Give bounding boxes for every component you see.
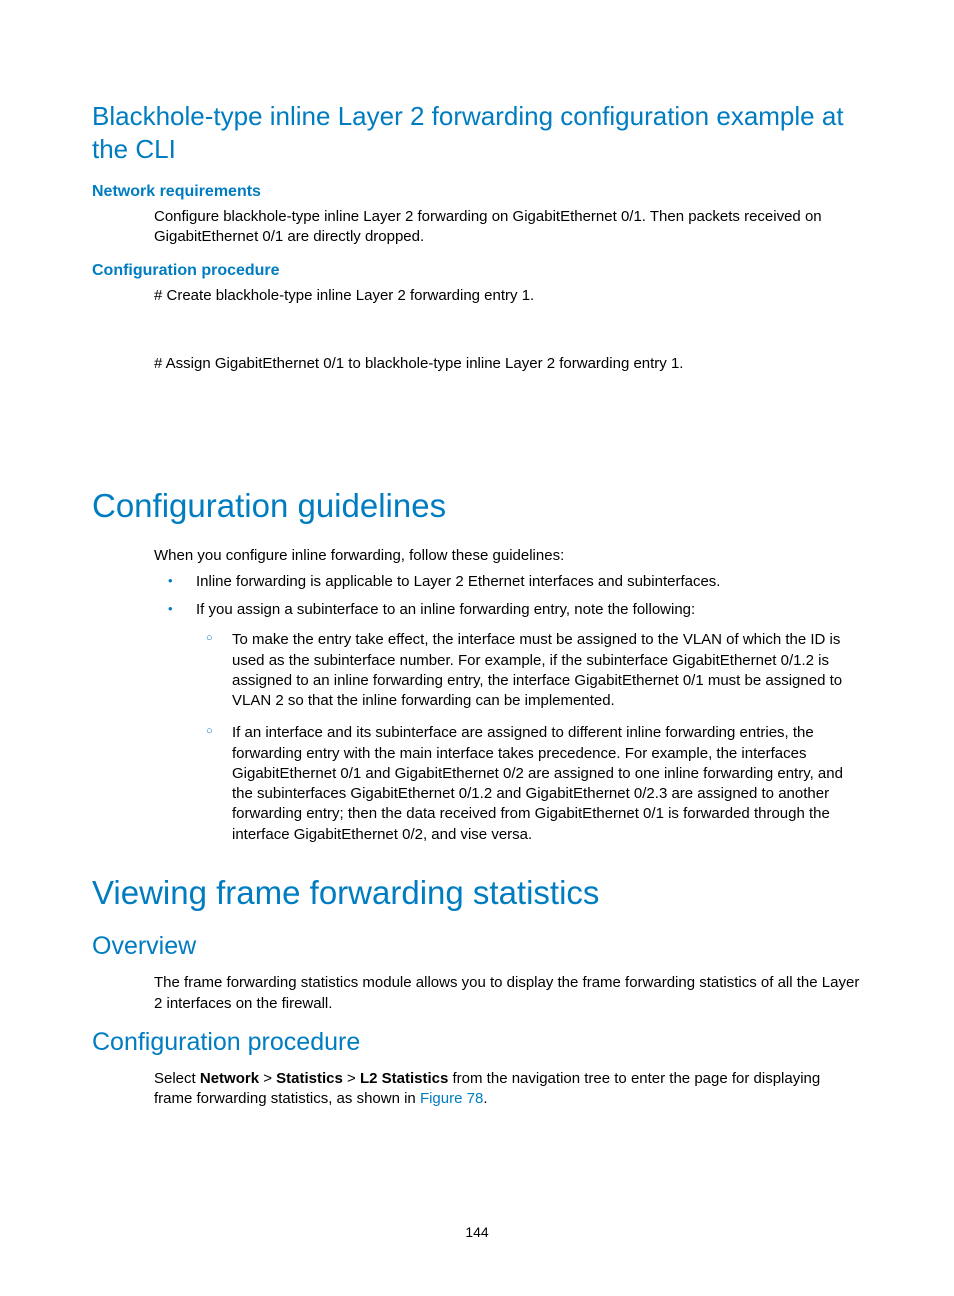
section-title-viewing-stats: Viewing frame forwarding statistics (92, 873, 862, 913)
nav-l2-statistics: L2 Statistics (360, 1070, 448, 1087)
config-procedure-block: # Create blackhole-type inline Layer 2 f… (154, 286, 862, 417)
nav-sep-1: > (259, 1070, 276, 1087)
guideline-sub-2: If an interface and its subinterface are… (196, 723, 862, 845)
procedure-text: Select Network > Statistics > L2 Statist… (154, 1069, 862, 1110)
overview-text: The frame forwarding statistics module a… (154, 973, 862, 1014)
document-page: Blackhole-type inline Layer 2 forwarding… (0, 0, 954, 1296)
subheading-overview: Overview (92, 932, 862, 961)
code-gap-2 (154, 388, 862, 416)
guideline-sub-1: To make the entry take effect, the inter… (196, 630, 862, 711)
network-requirements-text: Configure blackhole-type inline Layer 2 … (154, 207, 862, 248)
config-step-2: # Assign GigabitEthernet 0/1 to blackhol… (154, 354, 862, 374)
subheading-network-requirements: Network requirements (92, 183, 862, 201)
guidelines-list: Inline forwarding is applicable to Layer… (154, 572, 862, 845)
subheading-config-procedure-2: Configuration procedure (92, 1028, 862, 1057)
procedure-suffix: . (483, 1090, 487, 1107)
guideline-item-2-text: If you assign a subinterface to an inlin… (196, 601, 695, 618)
guideline-sublist: To make the entry take effect, the inter… (196, 630, 862, 845)
network-requirements-block: Configure blackhole-type inline Layer 2 … (154, 207, 862, 248)
guideline-item-1: Inline forwarding is applicable to Layer… (154, 572, 862, 592)
overview-block: The frame forwarding statistics module a… (154, 973, 862, 1014)
figure-78-link[interactable]: Figure 78 (420, 1090, 483, 1107)
config-step-1: # Create blackhole-type inline Layer 2 f… (154, 286, 862, 306)
guidelines-intro: When you configure inline forwarding, fo… (154, 546, 862, 566)
nav-sep-2: > (343, 1070, 360, 1087)
guideline-item-2: If you assign a subinterface to an inlin… (154, 600, 862, 845)
subheading-config-procedure-1: Configuration procedure (92, 262, 862, 280)
procedure-block: Select Network > Statistics > L2 Statist… (154, 1069, 862, 1110)
section-title-guidelines: Configuration guidelines (92, 486, 862, 526)
guidelines-block: When you configure inline forwarding, fo… (154, 546, 862, 845)
code-gap-1 (154, 320, 862, 348)
nav-network: Network (200, 1070, 259, 1087)
section-title-blackhole: Blackhole-type inline Layer 2 forwarding… (92, 100, 862, 165)
nav-statistics: Statistics (276, 1070, 343, 1087)
procedure-prefix: Select (154, 1070, 200, 1087)
page-number: 144 (0, 1224, 954, 1240)
